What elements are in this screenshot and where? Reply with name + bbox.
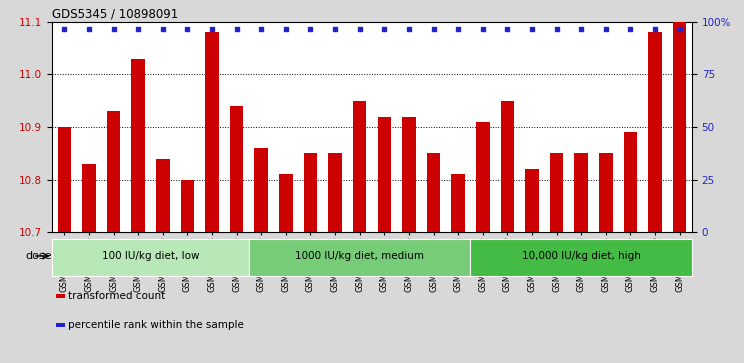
Bar [156,159,170,232]
Bar [377,117,391,232]
Bar [304,153,317,232]
Text: 10,000 IU/kg diet, high: 10,000 IU/kg diet, high [522,251,641,261]
Bar [205,32,219,232]
Bar [254,148,268,232]
Bar [353,101,367,232]
Bar [328,153,341,232]
Bar [574,153,588,232]
Text: GDS5345 / 10898091: GDS5345 / 10898091 [52,8,179,21]
Text: percentile rank within the sample: percentile rank within the sample [68,320,244,330]
FancyBboxPatch shape [249,239,470,276]
Text: dose: dose [25,251,51,261]
Bar [427,153,440,232]
Bar [181,180,194,232]
Bar [550,153,563,232]
Text: 100 IU/kg diet, low: 100 IU/kg diet, low [102,251,199,261]
Text: transformed count: transformed count [68,291,166,301]
Bar [525,169,539,232]
Text: 1000 IU/kg diet, medium: 1000 IU/kg diet, medium [295,251,424,261]
Bar [501,101,514,232]
Bar [648,32,661,232]
Bar [623,132,637,232]
Bar [452,174,465,232]
Bar [57,127,71,232]
Bar [83,164,96,232]
Bar [673,1,687,232]
Bar [107,111,121,232]
Bar [132,58,145,232]
FancyBboxPatch shape [470,239,692,276]
Bar [476,122,490,232]
Bar [279,174,292,232]
FancyBboxPatch shape [52,239,249,276]
Bar [230,106,243,232]
Bar [599,153,612,232]
Bar [403,117,416,232]
